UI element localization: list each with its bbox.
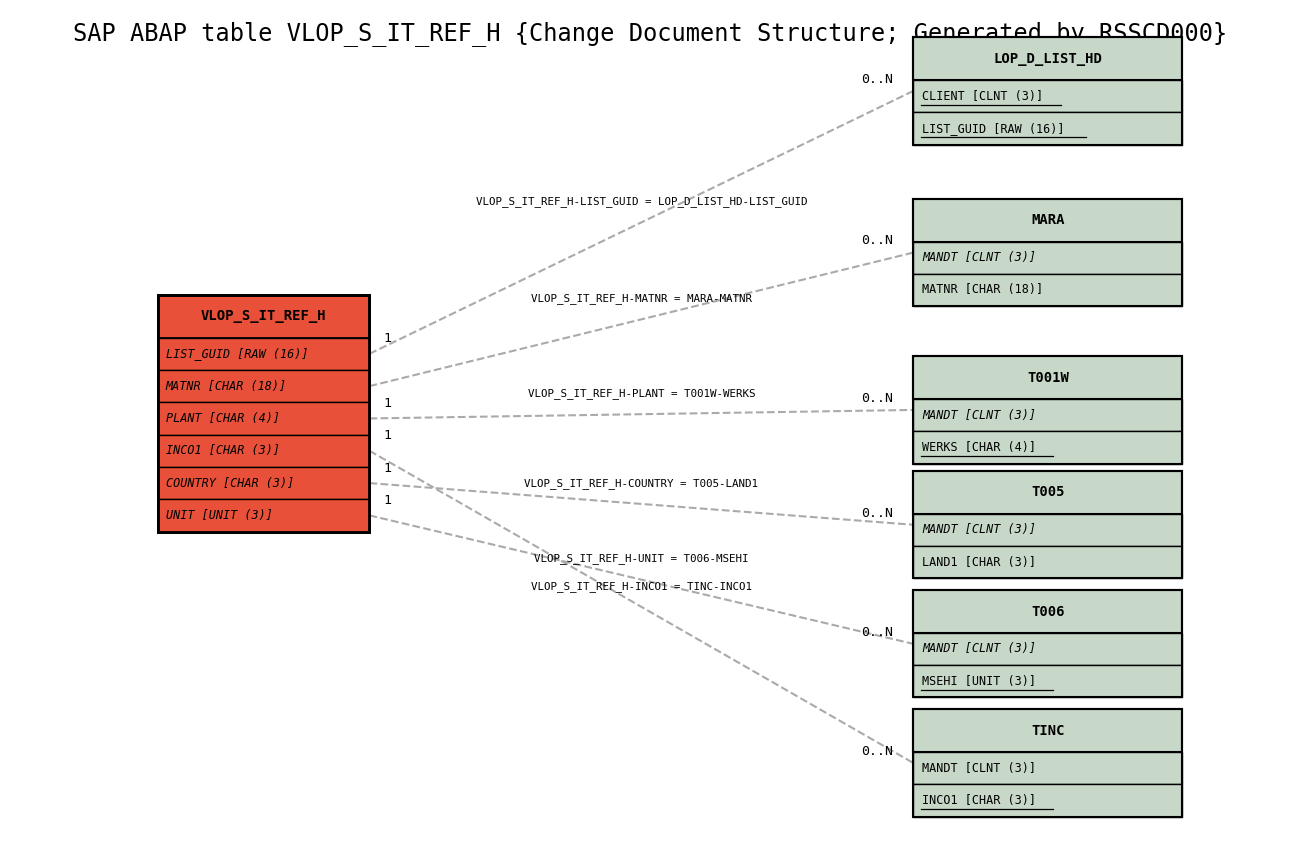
Text: VLOP_S_IT_REF_H-PLANT = T001W-WERKS: VLOP_S_IT_REF_H-PLANT = T001W-WERKS	[528, 388, 755, 399]
Text: INCO1 [CHAR (3)]: INCO1 [CHAR (3)]	[923, 794, 1036, 807]
Bar	[914, 37, 1183, 144]
Text: MARA: MARA	[1031, 213, 1065, 228]
Text: VLOP_S_IT_REF_H-MATNR = MARA-MATNR: VLOP_S_IT_REF_H-MATNR = MARA-MATNR	[530, 293, 751, 304]
Bar	[914, 546, 1183, 578]
Bar	[914, 37, 1183, 80]
Text: 1: 1	[384, 397, 391, 410]
Bar	[914, 199, 1183, 306]
Bar	[914, 241, 1183, 274]
Bar	[157, 467, 369, 499]
Bar	[914, 590, 1183, 698]
Bar	[914, 356, 1183, 399]
Text: 0..N: 0..N	[861, 392, 893, 405]
Bar	[157, 499, 369, 532]
Text: MATNR [CHAR (18)]: MATNR [CHAR (18)]	[165, 380, 287, 393]
Text: TINC: TINC	[1031, 723, 1065, 738]
Bar	[914, 356, 1183, 464]
Bar	[914, 356, 1183, 464]
Bar	[914, 710, 1183, 817]
Text: PLANT [CHAR (4)]: PLANT [CHAR (4)]	[165, 412, 280, 425]
Bar	[157, 295, 369, 532]
Text: VLOP_S_IT_REF_H-COUNTRY = T005-LAND1: VLOP_S_IT_REF_H-COUNTRY = T005-LAND1	[524, 478, 758, 489]
Text: 1: 1	[384, 332, 391, 345]
Bar	[914, 633, 1183, 665]
Text: 1: 1	[384, 461, 391, 474]
Bar	[914, 472, 1183, 578]
Bar	[914, 590, 1183, 698]
Text: 0..N: 0..N	[861, 625, 893, 639]
Text: MANDT [CLNT (3)]: MANDT [CLNT (3)]	[923, 409, 1036, 422]
Bar	[914, 514, 1183, 546]
Bar	[914, 472, 1183, 578]
Text: COUNTRY [CHAR (3)]: COUNTRY [CHAR (3)]	[165, 477, 294, 490]
Text: LIST_GUID [RAW (16)]: LIST_GUID [RAW (16)]	[165, 347, 308, 360]
Bar	[157, 338, 369, 370]
Text: 0..N: 0..N	[861, 235, 893, 247]
Text: WERKS [CHAR (4)]: WERKS [CHAR (4)]	[923, 441, 1036, 454]
Bar	[914, 80, 1183, 113]
Text: VLOP_S_IT_REF_H: VLOP_S_IT_REF_H	[200, 309, 326, 323]
Bar	[157, 295, 369, 532]
Text: VLOP_S_IT_REF_H-LIST_GUID = LOP_D_LIST_HD-LIST_GUID: VLOP_S_IT_REF_H-LIST_GUID = LOP_D_LIST_H…	[476, 196, 807, 207]
Text: VLOP_S_IT_REF_H-INCO1 = TINC-INCO1: VLOP_S_IT_REF_H-INCO1 = TINC-INCO1	[530, 581, 751, 592]
Text: UNIT [UNIT (3)]: UNIT [UNIT (3)]	[165, 509, 273, 522]
Text: 0..N: 0..N	[861, 73, 893, 86]
Text: VLOP_S_IT_REF_H-UNIT = T006-MSEHI: VLOP_S_IT_REF_H-UNIT = T006-MSEHI	[534, 553, 749, 564]
Text: SAP ABAP table VLOP_S_IT_REF_H {Change Document Structure; Generated by RSSCD000: SAP ABAP table VLOP_S_IT_REF_H {Change D…	[73, 21, 1227, 46]
Bar	[157, 295, 369, 338]
Text: MANDT [CLNT (3)]: MANDT [CLNT (3)]	[923, 762, 1036, 775]
Bar	[914, 784, 1183, 817]
Bar	[914, 274, 1183, 306]
Text: T001W: T001W	[1027, 370, 1069, 385]
Bar	[157, 435, 369, 467]
Bar	[914, 752, 1183, 784]
Text: 1: 1	[384, 494, 391, 507]
Bar	[914, 399, 1183, 431]
Text: INCO1 [CHAR (3)]: INCO1 [CHAR (3)]	[165, 444, 280, 457]
Bar	[157, 370, 369, 402]
Text: LOP_D_LIST_HD: LOP_D_LIST_HD	[993, 52, 1102, 65]
Bar	[914, 199, 1183, 306]
Text: CLIENT [CLNT (3)]: CLIENT [CLNT (3)]	[923, 89, 1044, 102]
Bar	[157, 402, 369, 435]
Bar	[914, 431, 1183, 464]
Bar	[914, 590, 1183, 633]
Text: MATNR [CHAR (18)]: MATNR [CHAR (18)]	[923, 283, 1044, 296]
Text: T005: T005	[1031, 485, 1065, 499]
Text: MSEHI [UNIT (3)]: MSEHI [UNIT (3)]	[923, 675, 1036, 688]
Text: 0..N: 0..N	[861, 745, 893, 758]
Bar	[914, 710, 1183, 752]
Bar	[914, 472, 1183, 514]
Text: MANDT [CLNT (3)]: MANDT [CLNT (3)]	[923, 523, 1036, 536]
Text: LAND1 [CHAR (3)]: LAND1 [CHAR (3)]	[923, 556, 1036, 569]
Text: 1: 1	[384, 430, 391, 442]
Bar	[914, 37, 1183, 144]
Text: LIST_GUID [RAW (16)]: LIST_GUID [RAW (16)]	[923, 122, 1065, 135]
Bar	[914, 113, 1183, 144]
Text: T006: T006	[1031, 605, 1065, 618]
Bar	[914, 710, 1183, 817]
Text: MANDT [CLNT (3)]: MANDT [CLNT (3)]	[923, 251, 1036, 265]
Bar	[914, 199, 1183, 241]
Text: 0..N: 0..N	[861, 507, 893, 520]
Bar	[914, 665, 1183, 698]
Text: MANDT [CLNT (3)]: MANDT [CLNT (3)]	[923, 643, 1036, 655]
